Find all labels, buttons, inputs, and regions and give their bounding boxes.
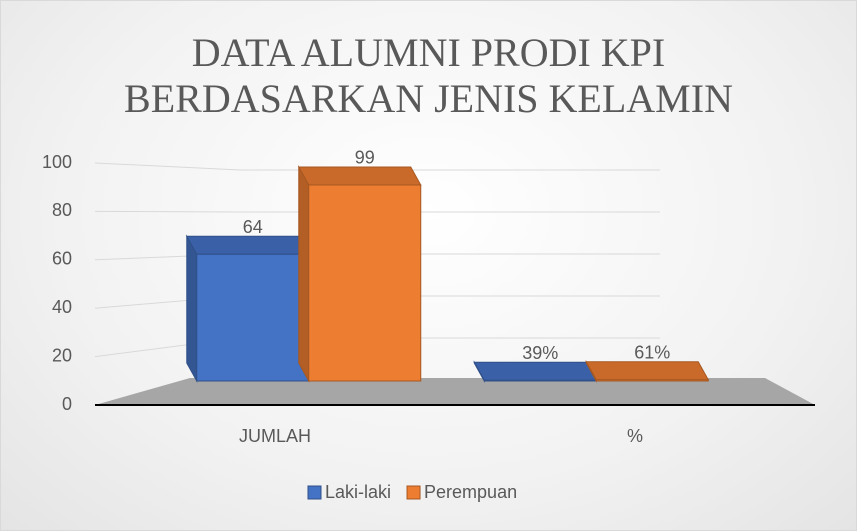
bar-top [297, 166, 422, 186]
bar [308, 184, 422, 382]
data-label: 64 [243, 217, 263, 237]
y-tick-label: 80 [52, 200, 72, 220]
y-tick-label: 20 [52, 345, 72, 365]
bar [196, 253, 310, 382]
bar-top [585, 361, 710, 381]
y-tick-label: 60 [52, 249, 72, 269]
data-label: 39% [522, 343, 558, 363]
bar-side [298, 165, 310, 383]
x-tick-label: JUMLAH [239, 426, 311, 446]
chart-title: DATA ALUMNI PRODI KPI BERDASARKAN JENIS … [124, 30, 733, 121]
y-tick-label: 100 [42, 152, 72, 172]
bar [595, 379, 709, 382]
bar [483, 379, 597, 382]
grid-line [94, 210, 660, 213]
bar-side [186, 234, 198, 383]
chart-title-box: DATA ALUMNI PRODI KPI BERDASARKAN JENIS … [0, 30, 857, 122]
legend-label: Laki-laki [325, 482, 391, 502]
legend-label: Perempuan [424, 482, 517, 502]
y-tick-label: 0 [62, 394, 72, 414]
legend-swatch [406, 485, 421, 500]
grid-line [94, 162, 660, 171]
data-label: 61% [634, 343, 670, 363]
bar-top [185, 235, 310, 255]
floor [95, 378, 815, 405]
data-label: 99 [355, 148, 375, 168]
y-tick-label: 40 [52, 297, 72, 317]
legend-swatch [307, 485, 322, 500]
x-tick-label: % [627, 426, 643, 446]
bar-top [473, 361, 598, 381]
